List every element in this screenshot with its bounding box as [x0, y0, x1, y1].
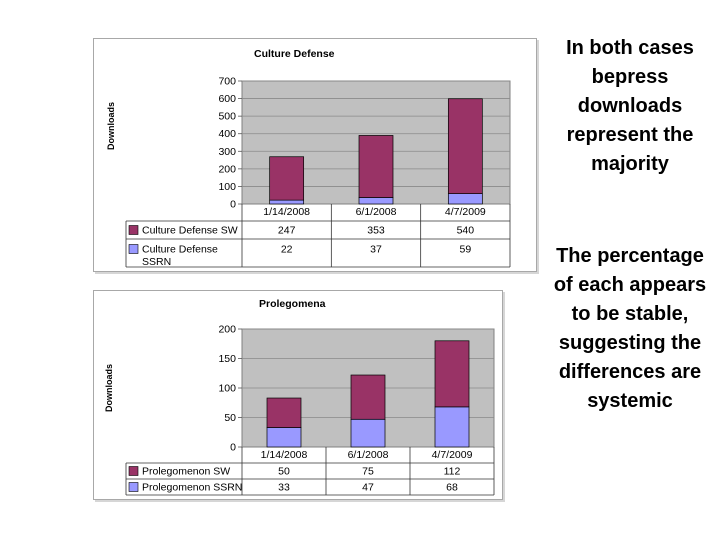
x-tick-label: 6/1/2008	[348, 449, 389, 461]
x-tick-label: 4/7/2009	[445, 206, 486, 218]
data-label: 22	[281, 244, 293, 256]
y-tick-label: 400	[218, 128, 236, 140]
legend-label: Prolegomenon SW	[142, 466, 230, 478]
y-tick-label: 50	[224, 412, 236, 424]
note-stable-percentage: The percentage of each appears to be sta…	[553, 245, 707, 412]
bar	[434, 406, 470, 448]
bar	[266, 397, 302, 428]
y-tick-label: 700	[218, 76, 236, 88]
chart-title: Prolegomena	[259, 298, 326, 310]
data-label: 353	[367, 225, 385, 237]
bar	[269, 199, 305, 205]
y-axis-label: Downloads	[104, 364, 114, 412]
legend-key	[128, 482, 139, 492]
data-label: 75	[362, 466, 374, 478]
bar	[447, 193, 483, 205]
data-label: 47	[362, 482, 374, 494]
legend-label: Culture Defense SSRN	[142, 244, 218, 269]
chart-svg: 0 50 100 150 200 Prolegomena Downloads 1/14/200…	[104, 298, 495, 496]
y-tick-label: 300	[218, 146, 236, 158]
data-label: 68	[446, 482, 458, 494]
y-axis-label: Downloads	[106, 102, 116, 150]
data-label: 59	[459, 244, 471, 256]
data-label: 50	[278, 466, 290, 478]
bar	[358, 197, 394, 205]
x-tick-label: 6/1/2008	[356, 206, 397, 218]
prolegomena-chart: 0 50 100 150 200 Prolegomena Downloads 1/14/200…	[93, 290, 503, 500]
legend-key	[128, 225, 139, 235]
legend-key	[128, 244, 139, 254]
data-label: 33	[278, 482, 290, 494]
bar	[266, 427, 302, 448]
y-tick-label: 150	[218, 353, 236, 365]
data-label: 247	[278, 225, 296, 237]
bar	[350, 374, 386, 420]
note-majority: In both cases bepress downloads represen…	[566, 37, 694, 175]
data-label: 37	[370, 244, 382, 256]
x-tick-label: 1/14/2008	[261, 449, 308, 461]
legend-label: Prolegomenon SSRN	[142, 482, 242, 494]
bar	[447, 98, 483, 194]
chart-title: Culture Defense	[254, 48, 335, 60]
bar	[269, 156, 305, 201]
y-tick-label: 200	[218, 324, 236, 336]
y-tick-label: 500	[218, 111, 236, 123]
chart-svg: 0 100 200 300 400 500 600 700 Culture Defense Dow…	[106, 48, 511, 269]
y-tick-label: 200	[218, 163, 236, 175]
y-tick-label: 0	[230, 442, 236, 454]
y-tick-label: 100	[218, 181, 236, 193]
culture-defense-chart: 0 100 200 300 400 500 600 700 Culture Defense Dow…	[93, 38, 537, 272]
bar	[350, 418, 386, 448]
data-label: 112	[444, 466, 461, 478]
bar	[358, 135, 394, 198]
y-tick-label: 100	[218, 383, 236, 395]
x-tick-label: 1/14/2008	[263, 206, 310, 218]
y-tick-label: 600	[218, 93, 236, 105]
legend-label: Culture Defense SW	[142, 225, 238, 237]
y-tick-label: 0	[230, 199, 236, 211]
data-label: 540	[457, 225, 475, 237]
x-tick-label: 4/7/2009	[432, 449, 473, 461]
legend-key	[128, 466, 139, 476]
bar	[434, 340, 470, 408]
